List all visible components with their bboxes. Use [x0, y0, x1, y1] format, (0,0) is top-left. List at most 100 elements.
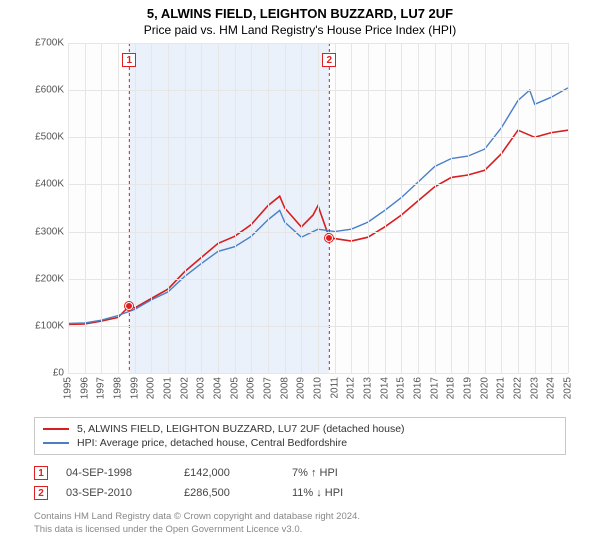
gridline-v — [485, 43, 486, 373]
y-tick-label: £700K — [20, 38, 64, 49]
gridline-v — [218, 43, 219, 373]
gridline-v — [551, 43, 552, 373]
x-tick-label: 2017 — [429, 377, 440, 399]
gridline-v — [251, 43, 252, 373]
x-tick-label: 2020 — [479, 377, 490, 399]
gridline-v — [85, 43, 86, 373]
legend-swatch — [43, 442, 69, 444]
footer-attribution: Contains HM Land Registry data © Crown c… — [34, 511, 566, 537]
y-tick-label: £200K — [20, 273, 64, 284]
event-date: 04-SEP-1998 — [66, 467, 166, 479]
x-tick-label: 2003 — [196, 377, 207, 399]
event-label-box: 1 — [122, 53, 136, 67]
gridline-v — [168, 43, 169, 373]
x-tick-label: 1999 — [129, 377, 140, 399]
gridline-v — [68, 43, 69, 373]
gridline-v — [301, 43, 302, 373]
gridline-v — [235, 43, 236, 373]
legend-item: 5, ALWINS FIELD, LEIGHTON BUZZARD, LU7 2… — [43, 422, 557, 436]
event-date: 03-SEP-2010 — [66, 487, 166, 499]
x-tick-label: 2011 — [329, 377, 340, 399]
event-dot — [125, 302, 133, 310]
footer-line-1: Contains HM Land Registry data © Crown c… — [34, 511, 566, 524]
gridline-v — [351, 43, 352, 373]
y-tick-label: £300K — [20, 226, 64, 237]
x-tick-label: 2024 — [546, 377, 557, 399]
gridline-v — [268, 43, 269, 373]
y-tick-label: £600K — [20, 85, 64, 96]
event-price: £286,500 — [184, 487, 274, 499]
price-chart: 12 £0£100K£200K£300K£400K£500K£600K£700K… — [20, 43, 580, 413]
events-table: 1 04-SEP-1998 £142,000 7% ↑ HPI 2 03-SEP-2010… — [34, 463, 566, 503]
x-tick-label: 2014 — [379, 377, 390, 399]
legend-label: HPI: Average price, detached house, Cent… — [77, 437, 347, 449]
legend-box: 5, ALWINS FIELD, LEIGHTON BUZZARD, LU7 2… — [34, 417, 566, 455]
event-row: 1 04-SEP-1998 £142,000 7% ↑ HPI — [34, 463, 566, 483]
x-tick-label: 2009 — [296, 377, 307, 399]
gridline-h — [68, 373, 568, 374]
gridline-v — [401, 43, 402, 373]
plot-area: 12 — [68, 43, 568, 373]
gridline-v — [468, 43, 469, 373]
x-tick-label: 2010 — [313, 377, 324, 399]
event-marker-box: 2 — [34, 486, 48, 500]
gridline-v — [435, 43, 436, 373]
x-tick-label: 2016 — [413, 377, 424, 399]
y-tick-label: £100K — [20, 320, 64, 331]
y-tick-label: £0 — [20, 368, 64, 379]
x-tick-label: 2025 — [563, 377, 574, 399]
event-pct: 7% ↑ HPI — [292, 467, 402, 479]
x-tick-label: 2015 — [396, 377, 407, 399]
gridline-v — [135, 43, 136, 373]
page-title: 5, ALWINS FIELD, LEIGHTON BUZZARD, LU7 2… — [0, 0, 600, 21]
x-tick-label: 2013 — [363, 377, 374, 399]
gridline-v — [385, 43, 386, 373]
gridline-v — [285, 43, 286, 373]
event-label-box: 2 — [322, 53, 336, 67]
x-tick-label: 1997 — [96, 377, 107, 399]
gridline-v — [451, 43, 452, 373]
event-price: £142,000 — [184, 467, 274, 479]
x-tick-label: 2001 — [163, 377, 174, 399]
legend-label: 5, ALWINS FIELD, LEIGHTON BUZZARD, LU7 2… — [77, 423, 405, 435]
x-tick-label: 2007 — [263, 377, 274, 399]
gridline-v — [318, 43, 319, 373]
gridline-v — [335, 43, 336, 373]
x-tick-label: 2008 — [279, 377, 290, 399]
x-tick-label: 2000 — [146, 377, 157, 399]
gridline-v — [118, 43, 119, 373]
legend-swatch — [43, 428, 69, 430]
x-tick-label: 2002 — [179, 377, 190, 399]
gridline-v — [151, 43, 152, 373]
x-tick-label: 2006 — [246, 377, 257, 399]
gridline-v — [501, 43, 502, 373]
gridline-v — [535, 43, 536, 373]
gridline-v — [568, 43, 569, 373]
page-subtitle: Price paid vs. HM Land Registry's House … — [0, 21, 600, 43]
x-tick-label: 2022 — [513, 377, 524, 399]
gridline-v — [368, 43, 369, 373]
event-marker-box: 1 — [34, 466, 48, 480]
x-tick-label: 2018 — [446, 377, 457, 399]
x-tick-label: 2023 — [529, 377, 540, 399]
x-tick-label: 1998 — [113, 377, 124, 399]
y-tick-label: £500K — [20, 132, 64, 143]
x-tick-label: 1996 — [79, 377, 90, 399]
event-dot — [325, 234, 333, 242]
footer-line-2: This data is licensed under the Open Gov… — [34, 524, 566, 537]
x-tick-label: 2021 — [496, 377, 507, 399]
gridline-v — [101, 43, 102, 373]
legend-item: HPI: Average price, detached house, Cent… — [43, 436, 557, 450]
gridline-v — [185, 43, 186, 373]
x-tick-label: 2005 — [229, 377, 240, 399]
gridline-v — [518, 43, 519, 373]
event-pct: 11% ↓ HPI — [292, 487, 402, 499]
x-tick-label: 2019 — [463, 377, 474, 399]
x-tick-label: 1995 — [63, 377, 74, 399]
event-row: 2 03-SEP-2010 £286,500 11% ↓ HPI — [34, 483, 566, 503]
x-tick-label: 2004 — [213, 377, 224, 399]
gridline-v — [418, 43, 419, 373]
gridline-v — [201, 43, 202, 373]
x-tick-label: 2012 — [346, 377, 357, 399]
y-tick-label: £400K — [20, 179, 64, 190]
